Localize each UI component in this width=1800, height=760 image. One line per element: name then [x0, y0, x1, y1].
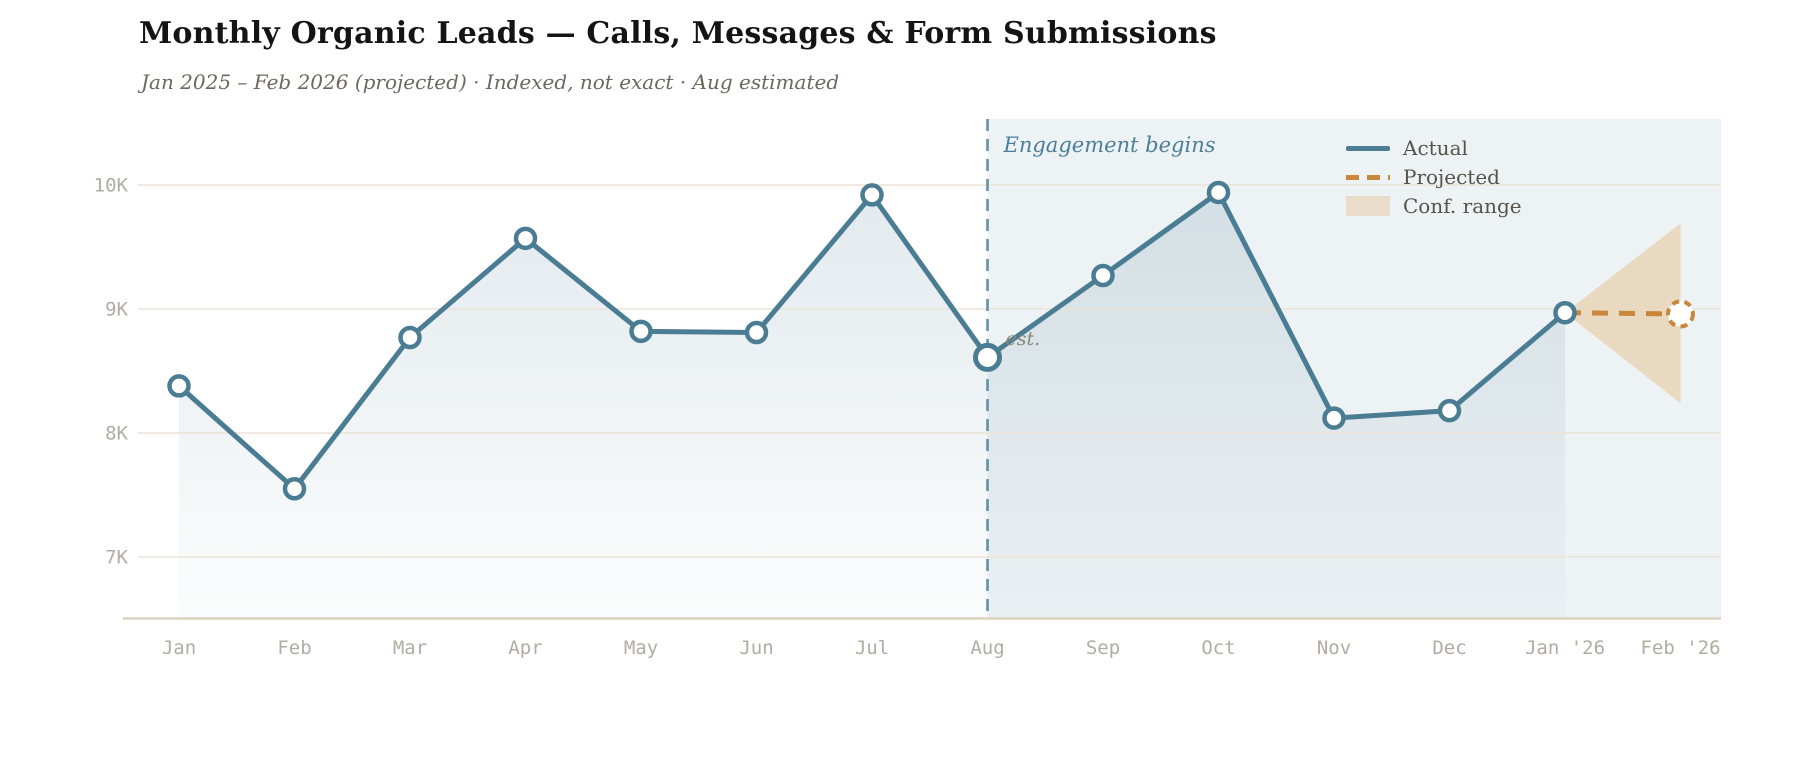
- data-point[interactable]: [1437, 398, 1462, 423]
- legend-label-projected: Projected: [1403, 165, 1500, 189]
- x-axis-tick-label: Sep: [1086, 637, 1120, 659]
- legend-item-conf-range[interactable]: Conf. range: [1346, 194, 1522, 218]
- actual-area-fill: [179, 192, 1565, 618]
- projected-line: [1564, 310, 1681, 317]
- data-point[interactable]: [167, 374, 191, 398]
- projected-dashed-swatch: [1346, 174, 1390, 180]
- estimated-annotation: est.: [1006, 328, 1041, 350]
- x-axis-tick-label: Jun: [739, 637, 773, 659]
- y-axis-tick-label: 9K: [105, 299, 128, 321]
- data-point[interactable]: [513, 226, 538, 251]
- chart-title: Monthly Organic Leads — Calls, Messages …: [139, 16, 1217, 51]
- chart-legend: Actual Projected Conf. range: [1346, 136, 1522, 218]
- data-point[interactable]: [629, 319, 653, 344]
- data-point[interactable]: [744, 320, 769, 345]
- y-axis-tick-label: 10K: [94, 175, 129, 197]
- x-axis-tick-label: Feb: [277, 637, 311, 659]
- legend-label-actual: Actual: [1403, 136, 1468, 160]
- chart-subtitle: Jan 2025 – Feb 2026 (projected) · Indexe…: [141, 70, 840, 94]
- legend-item-actual[interactable]: Actual: [1346, 136, 1522, 160]
- conf-range-swatch: [1346, 196, 1390, 216]
- x-axis-tick-label: Jul: [855, 637, 889, 659]
- x-axis-tick-label: Apr: [508, 637, 542, 659]
- legend-label-conf-range: Conf. range: [1403, 194, 1522, 218]
- y-axis-tick-label: 7K: [105, 547, 128, 569]
- x-axis-tick-label: Jan '26: [1525, 637, 1605, 659]
- data-point[interactable]: [1553, 300, 1577, 325]
- legend-item-projected[interactable]: Projected: [1346, 165, 1522, 189]
- data-point[interactable]: [282, 477, 307, 501]
- x-axis-tick-label: Oct: [1201, 637, 1235, 659]
- data-point-projected[interactable]: [1666, 299, 1695, 329]
- y-axis-tick-label: 8K: [105, 423, 128, 445]
- engagement-begins-annotation: Engagement begins: [1003, 133, 1216, 157]
- data-point[interactable]: [1322, 406, 1346, 430]
- x-axis-tick-label: Dec: [1432, 637, 1466, 659]
- x-axis-tick-label: Mar: [393, 637, 427, 659]
- data-point[interactable]: [1091, 263, 1115, 288]
- x-axis-tick-label: Jan: [162, 637, 196, 659]
- x-axis-tick-label: May: [624, 637, 658, 659]
- data-point[interactable]: [1206, 180, 1231, 205]
- actual-line-swatch: [1346, 145, 1390, 151]
- data-point[interactable]: [860, 183, 884, 207]
- data-point[interactable]: [398, 325, 422, 350]
- x-axis-tick-label: Feb '26: [1640, 637, 1720, 659]
- x-axis-tick-label: Nov: [1317, 637, 1351, 659]
- x-axis-tick-label: Aug: [970, 637, 1004, 659]
- data-point-estimated[interactable]: [973, 342, 1002, 372]
